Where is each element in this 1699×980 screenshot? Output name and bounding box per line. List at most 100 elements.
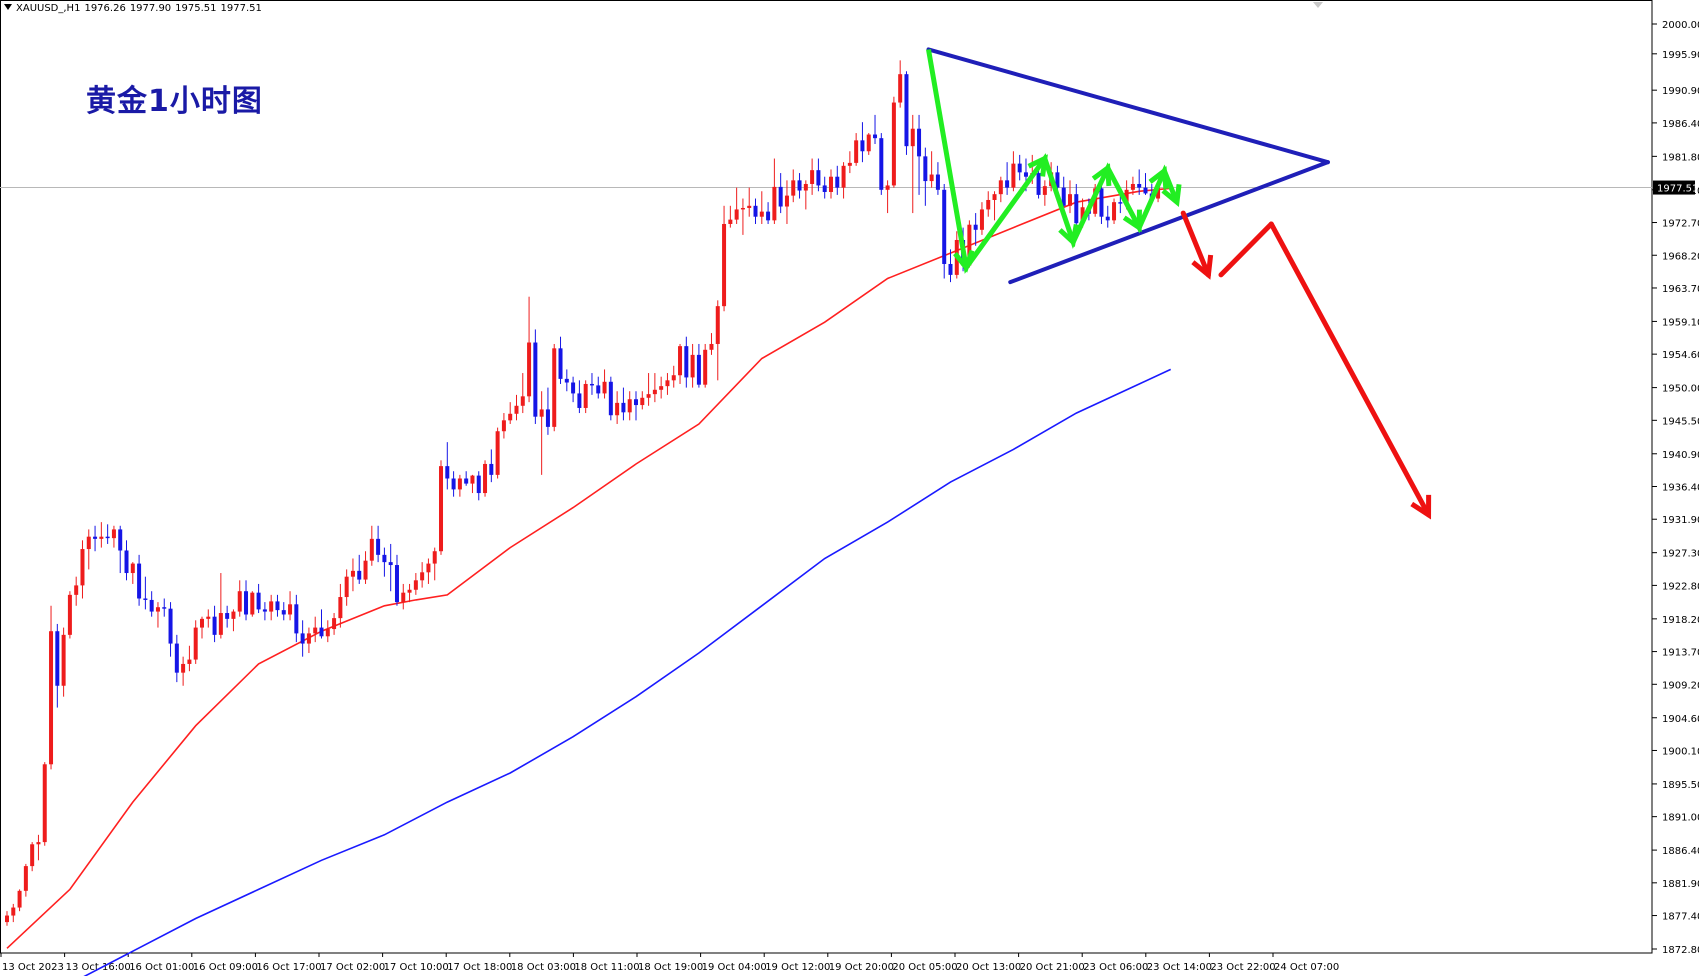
- candle-body: [1061, 187, 1066, 206]
- candle-body: [5, 915, 9, 923]
- ma-fast-line: [6, 187, 1171, 949]
- candle-body: [659, 386, 664, 390]
- candle-body: [55, 631, 60, 686]
- candle-body: [99, 536, 104, 539]
- candle-body: [111, 529, 116, 539]
- candle-body: [866, 134, 871, 152]
- candle-body: [589, 383, 594, 386]
- zigzag-arrowhead-icon: [1122, 209, 1142, 233]
- candle-body: [1137, 183, 1142, 188]
- y-tick-label: 1922.80: [1662, 581, 1699, 592]
- candle-body: [80, 549, 85, 586]
- candle-body: [42, 764, 47, 843]
- candle-body: [36, 842, 41, 845]
- candle-body: [357, 570, 362, 580]
- y-tick-label: 1900.10: [1662, 746, 1699, 757]
- candle-body: [413, 580, 418, 590]
- triangle-lower-line: [1008, 160, 1330, 285]
- candle-body: [527, 342, 532, 397]
- candle-body: [942, 189, 947, 264]
- x-tick-label: 19 Oct 20:00: [829, 962, 894, 973]
- candle-body: [520, 396, 525, 406]
- y-tick-label: 1950.00: [1662, 384, 1699, 395]
- candle-body: [93, 536, 98, 539]
- forecast-arrow-line: [1218, 221, 1274, 278]
- candle-body: [885, 185, 890, 190]
- candle-body: [464, 478, 469, 484]
- candle-body: [816, 170, 821, 186]
- x-tick-label: 13 Oct 2023: [2, 962, 64, 973]
- y-tick-label: 1931.90: [1662, 515, 1699, 526]
- candle-body: [627, 399, 632, 413]
- candle-body: [445, 466, 450, 479]
- candle-body: [1099, 188, 1104, 217]
- candle-body: [1005, 180, 1010, 188]
- candle-body: [1036, 173, 1041, 195]
- candle-body: [608, 381, 613, 416]
- candle-body: [552, 348, 557, 427]
- candle-body: [967, 224, 972, 266]
- candle-body: [722, 223, 727, 307]
- candle-body: [766, 211, 771, 221]
- candle-body: [30, 844, 35, 867]
- candle-body: [615, 402, 620, 416]
- candle-body: [860, 140, 865, 152]
- candle-body: [193, 627, 198, 660]
- candle-body: [577, 393, 582, 408]
- candle-body: [640, 397, 645, 406]
- candle-body: [74, 585, 79, 595]
- y-tick-label: 1927.30: [1662, 549, 1699, 560]
- y-tick-label: 1895.50: [1662, 780, 1699, 791]
- y-tick-label: 1986.40: [1662, 119, 1699, 130]
- x-tick-label: 16 Oct 01:00: [129, 962, 194, 973]
- candle-body: [376, 538, 381, 555]
- candle-body: [571, 382, 576, 394]
- candle-body: [1055, 172, 1060, 188]
- candle-body: [646, 394, 651, 398]
- candle-body: [621, 402, 626, 413]
- candle-body: [495, 431, 500, 475]
- candle-body: [998, 180, 1003, 195]
- x-tick-label: 23 Oct 06:00: [1083, 962, 1148, 973]
- candle-body: [1042, 186, 1047, 195]
- candle-body: [841, 165, 846, 188]
- candle-body: [514, 405, 519, 414]
- x-tick-label: 18 Oct 03:00: [511, 962, 576, 973]
- y-tick-label: 1886.40: [1662, 846, 1699, 857]
- x-tick-label: 17 Oct 02:00: [320, 962, 385, 973]
- y-tick-label: 1954.60: [1662, 350, 1699, 361]
- y-tick-label: 1877.40: [1662, 912, 1699, 923]
- x-tick-label: 20 Oct 21:00: [1020, 962, 1085, 973]
- candle-body: [168, 608, 173, 644]
- candle-body: [929, 174, 934, 182]
- candle-body: [451, 478, 456, 490]
- candle-body: [539, 409, 544, 417]
- candle-body: [17, 890, 22, 908]
- candle-body: [181, 663, 186, 673]
- candle-body: [873, 134, 878, 139]
- x-tick-label: 23 Oct 14:00: [1147, 962, 1212, 973]
- candle-body: [533, 342, 538, 417]
- candle-body: [344, 576, 349, 598]
- candle-body: [67, 594, 72, 635]
- candle-body: [124, 550, 129, 574]
- candle-body: [420, 572, 425, 581]
- candle-body: [1105, 216, 1110, 221]
- open-value: 1976.26: [84, 3, 126, 14]
- symbol-menu-triangle-icon[interactable]: [4, 4, 12, 10]
- candle-body: [1156, 187, 1161, 199]
- x-tick-label: 20 Oct 05:00: [892, 962, 957, 973]
- candle-body: [162, 607, 167, 609]
- candle-body: [923, 156, 928, 182]
- y-tick-label: 1881.90: [1662, 879, 1699, 890]
- candle-body: [728, 219, 733, 224]
- forecast-arrowhead-icon: [1410, 494, 1432, 520]
- candle-body: [149, 599, 154, 612]
- current-price-label: 1977.51: [1657, 184, 1698, 195]
- candle-body: [281, 610, 286, 615]
- candle-body: [634, 399, 638, 406]
- candle-body: [262, 609, 267, 612]
- candle-body: [325, 629, 330, 637]
- y-tick-label: 1940.90: [1662, 450, 1699, 461]
